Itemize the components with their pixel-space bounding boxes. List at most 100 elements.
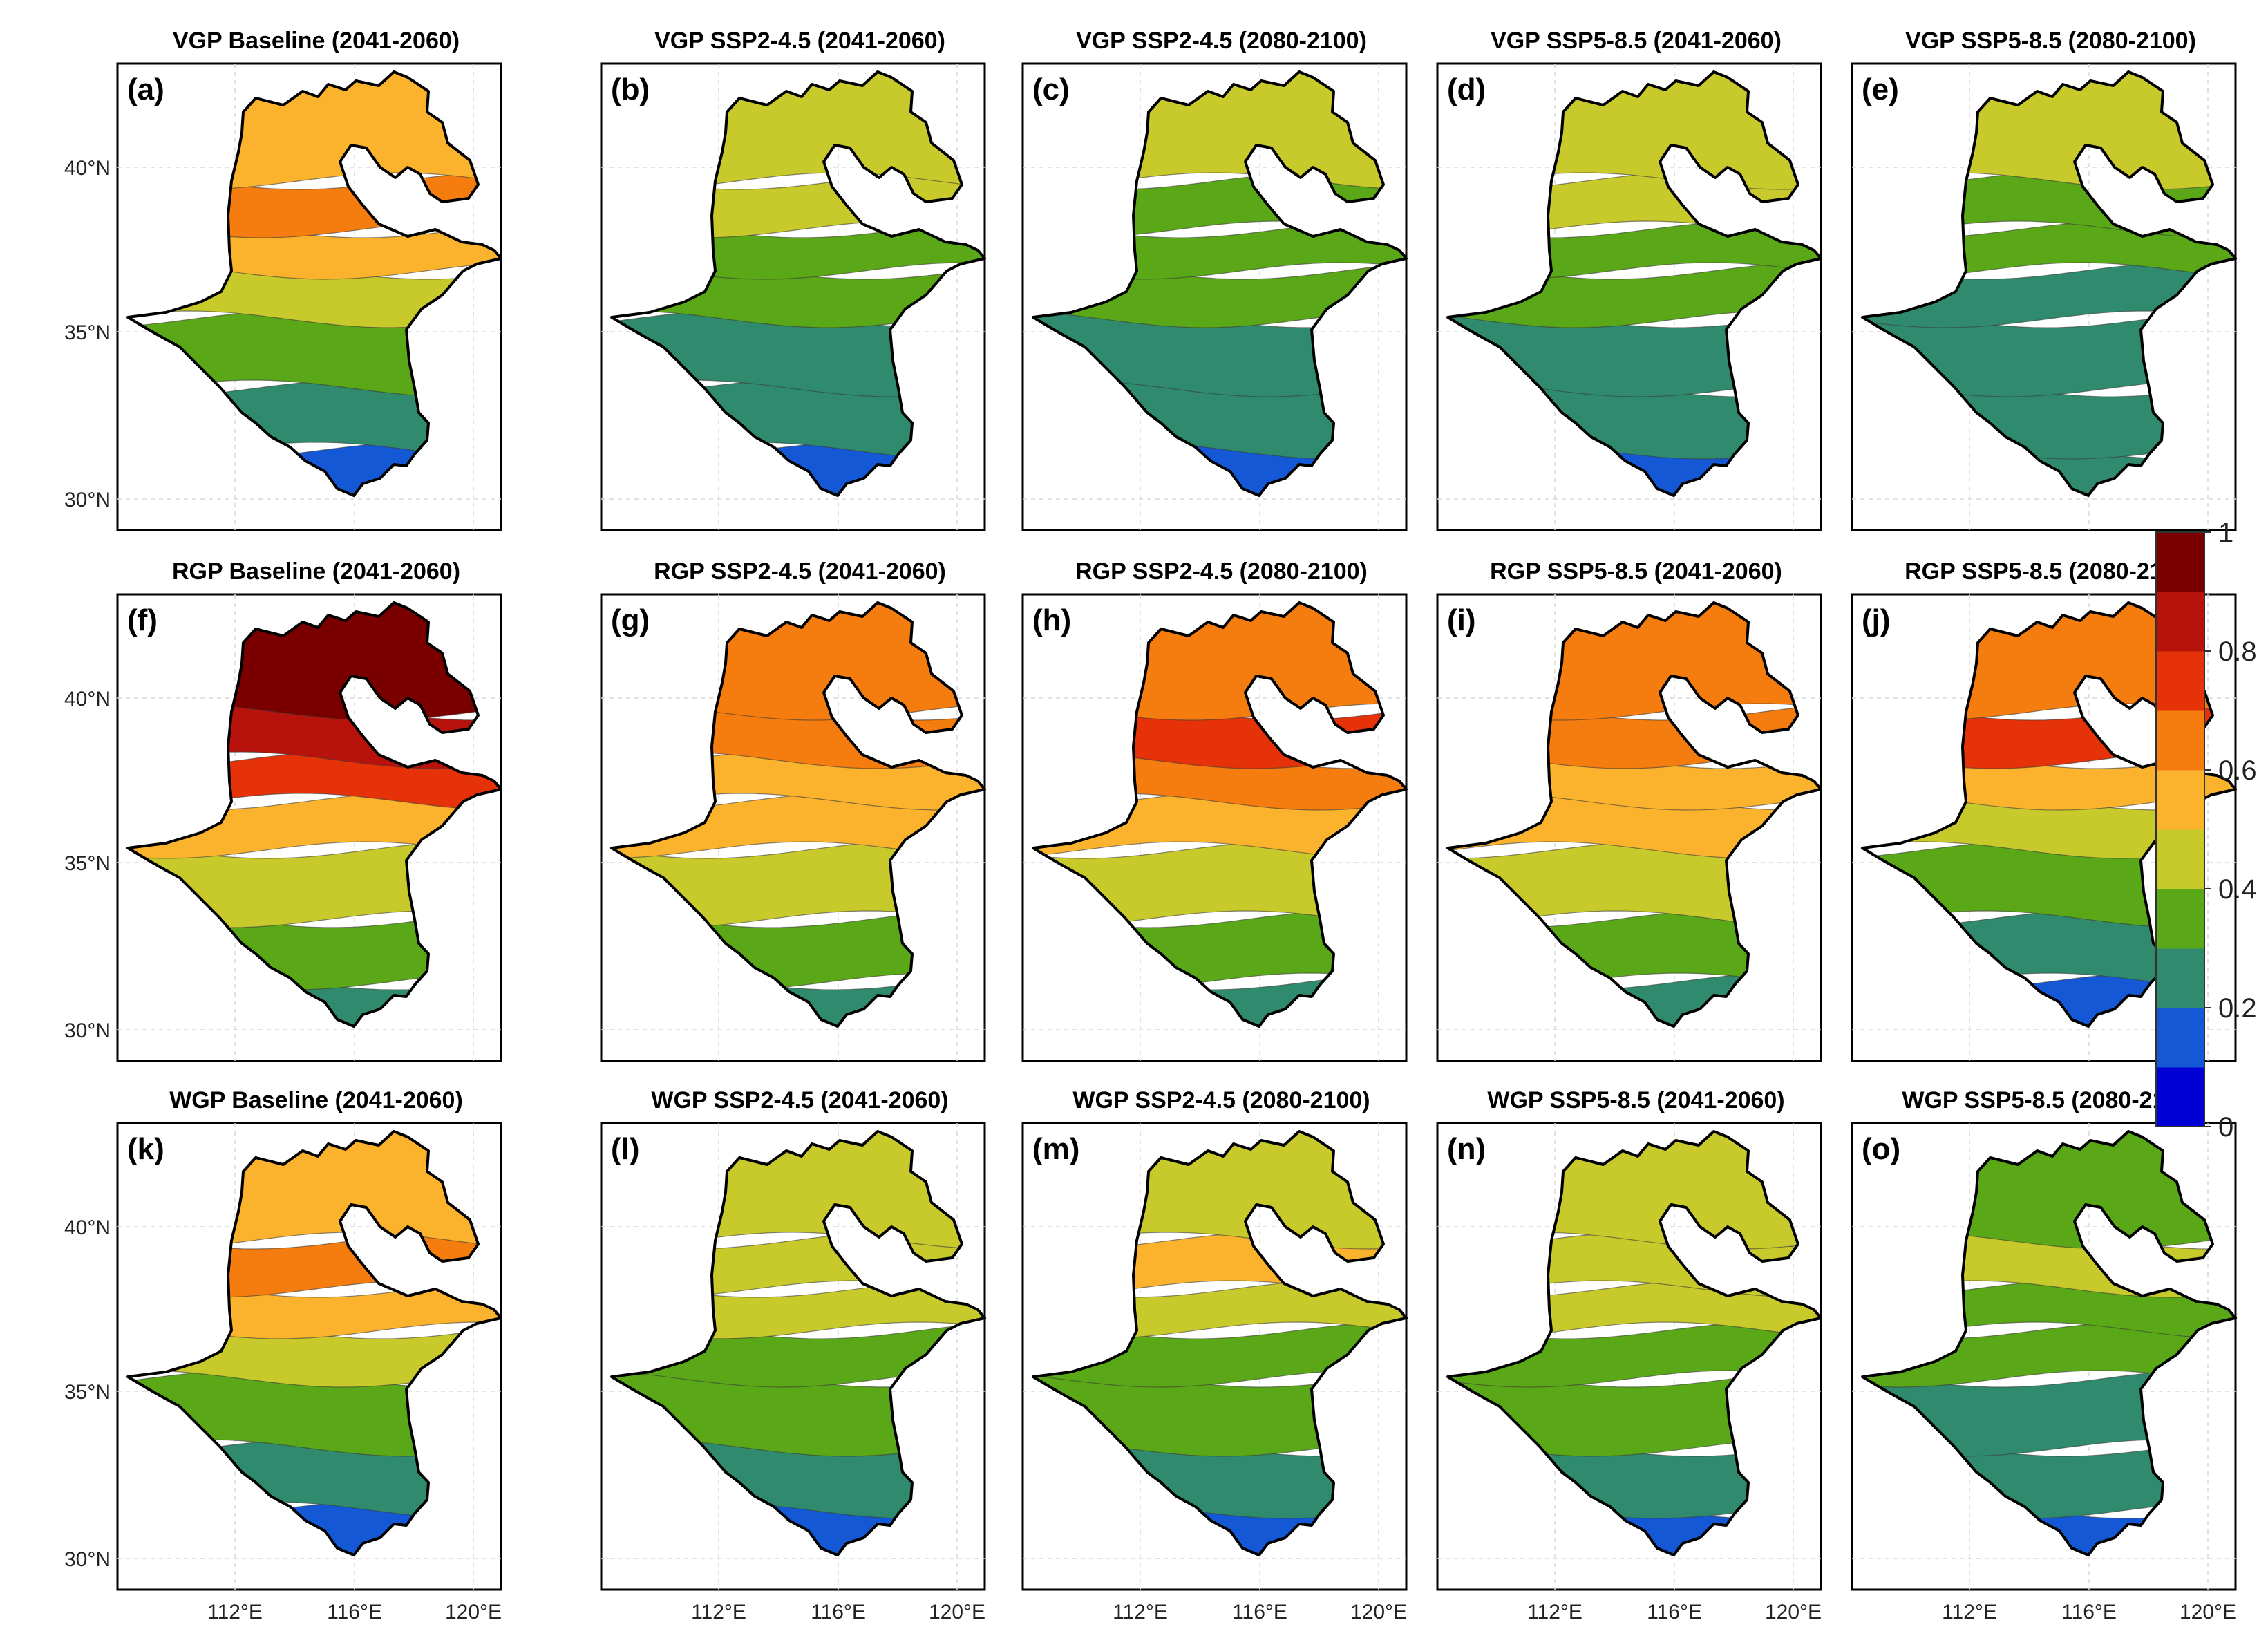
- panel-title: RGP Baseline (2041-2060): [172, 558, 460, 585]
- panel-title: WGP SSP2-4.5 (2041-2060): [651, 1087, 948, 1113]
- lon-tick-label: 112°E: [1113, 1601, 1168, 1623]
- map-panel: VGP SSP2-4.5 (2041-2060)(b): [600, 28, 986, 531]
- panel-label: (j): [1862, 603, 1891, 637]
- colorbar-swatch: [2156, 710, 2204, 771]
- panel-label: (f): [127, 603, 158, 637]
- colorbar-swatch: [2156, 829, 2204, 889]
- panel-label: (e): [1862, 73, 1899, 106]
- region-outline: [610, 70, 986, 497]
- region-outline: [126, 601, 502, 1028]
- lon-tick-label: 120°E: [929, 1601, 985, 1623]
- colorbar-tick-label: 0.6: [2218, 755, 2257, 786]
- colorbar-frame: [2155, 531, 2205, 1127]
- colorbar-swatch: [2156, 1008, 2204, 1068]
- region-outline: [1446, 70, 1822, 497]
- colorbar-tick-label: 0: [2218, 1112, 2233, 1142]
- panel-label: (a): [127, 73, 164, 106]
- panel-label: (c): [1032, 73, 1070, 106]
- panel-label: (g): [611, 603, 650, 637]
- map-panel: RGP SSP2-4.5 (2080-2100)(h): [1021, 558, 1408, 1062]
- panel-label: (n): [1447, 1132, 1486, 1166]
- colorbar-swatch: [2156, 889, 2204, 949]
- map-panel: WGP Baseline (2041-2060)(k) 30°N 35°N 40°N 1…: [64, 1087, 502, 1623]
- panel-title: VGP SSP2-4.5 (2080-2100): [1076, 28, 1367, 54]
- colorbar-tick-label: 0.8: [2218, 637, 2257, 667]
- colorbar-swatch: [2156, 770, 2204, 830]
- map-panel: WGP SSP2-4.5 (2080-2100) (m) 112°E 116°E 120…: [1021, 1087, 1408, 1623]
- region-outline: [1861, 1130, 2237, 1556]
- map-panel: WGP SSP5-8.5 (2080-2100)(o) 112°E 116°E 120…: [1851, 1087, 2237, 1623]
- lat-tick-label: 35°N: [64, 852, 111, 875]
- lat-tick-label: 40°N: [64, 1216, 111, 1239]
- map-panel: VGP SSP2-4.5 (2080-2100)(c): [1021, 28, 1408, 531]
- panel-label: (i): [1447, 603, 1476, 637]
- colorbar-swatch: [2156, 1067, 2204, 1127]
- panel-title: WGP SSP5-8.5 (2041-2060): [1487, 1087, 1784, 1113]
- map-panel: VGP SSP5-8.5 (2041-2060)(d): [1436, 28, 1822, 531]
- colorbar-tick-label: 1: [2218, 518, 2233, 548]
- panel-label: (o): [1862, 1132, 1900, 1166]
- region-outline: [1032, 1130, 1408, 1556]
- panel-label: (d): [1447, 73, 1486, 106]
- lon-tick-label: 112°E: [207, 1601, 263, 1623]
- lat-tick-label: 30°N: [64, 1548, 111, 1571]
- region-outline: [1032, 601, 1408, 1028]
- panel-title: WGP SSP2-4.5 (2080-2100): [1072, 1087, 1370, 1113]
- colorbar-tick-label: 0.4: [2218, 874, 2257, 905]
- lon-tick-label: 120°E: [445, 1601, 502, 1623]
- lon-tick-label: 120°E: [1350, 1601, 1407, 1623]
- lon-tick-label: 120°E: [1765, 1601, 1822, 1623]
- lat-tick-label: 40°N: [64, 688, 111, 710]
- panel-label: (b): [611, 73, 650, 106]
- panel-title: WGP Baseline (2041-2060): [169, 1087, 463, 1113]
- colorbar-swatch: [2156, 651, 2204, 711]
- map-panel: VGP SSP5-8.5 (2080-2100)(e): [1851, 28, 2237, 531]
- colorbar-swatch: [2156, 948, 2204, 1008]
- region-outline: [1861, 70, 2237, 497]
- panel-title: VGP SSP5-8.5 (2041-2060): [1491, 28, 1782, 54]
- panel-title: RGP SSP2-4.5 (2080-2100): [1075, 558, 1368, 585]
- panel-title: RGP SSP5-8.5 (2080-2100): [1905, 558, 2197, 585]
- lon-tick-label: 112°E: [1527, 1601, 1582, 1623]
- region-outline: [610, 601, 986, 1028]
- panel-title: VGP SSP5-8.5 (2080-2100): [1905, 28, 2196, 54]
- map-panel: RGP SSP2-4.5 (2041-2060)(g): [600, 558, 986, 1062]
- map-panel: VGP Baseline (2041-2060) (a) 30°N 35°N 40°N: [64, 28, 502, 531]
- lon-tick-label: 116°E: [1647, 1601, 1702, 1623]
- region-outline: [1861, 601, 2237, 1028]
- lon-tick-label: 116°E: [327, 1601, 382, 1623]
- region-outline: [126, 1130, 502, 1556]
- map-panel: RGP SSP5-8.5 (2041-2060) (i): [1436, 558, 1822, 1062]
- lon-tick-label: 112°E: [691, 1601, 746, 1623]
- map-panel: WGP SSP5-8.5 (2041-2060)(n) 112°E 116°E 120…: [1436, 1087, 1822, 1623]
- map-panel: RGP Baseline (2041-2060) (f) 30°N 35°N 40°N: [64, 558, 502, 1062]
- lat-tick-label: 30°N: [64, 489, 111, 511]
- colorbar: 0 0.2 0.4 0.6 0.8 1: [2155, 518, 2257, 1142]
- panel-label: (h): [1032, 603, 1071, 637]
- lat-tick-label: 35°N: [64, 1381, 111, 1404]
- panel-title: VGP SSP2-4.5 (2041-2060): [654, 28, 945, 54]
- panel-title: WGP SSP5-8.5 (2080-2100): [1902, 1087, 2199, 1113]
- panel-title: VGP Baseline (2041-2060): [173, 28, 460, 54]
- panel-title: RGP SSP5-8.5 (2041-2060): [1490, 558, 1782, 585]
- map-panel: WGP SSP2-4.5 (2041-2060) (l) 112°E 116°E 120…: [600, 1087, 986, 1623]
- panel-label: (m): [1032, 1132, 1079, 1166]
- colorbar-swatch: [2156, 592, 2204, 652]
- region-outline: [1032, 70, 1408, 497]
- panel-grid: VGP Baseline (2041-2060)(a)30°N35°N40°NV…: [64, 28, 2237, 1623]
- lat-tick-label: 30°N: [64, 1019, 111, 1042]
- colorbar-swatch: [2156, 532, 2204, 592]
- lon-tick-label: 116°E: [1232, 1601, 1287, 1623]
- region-outline: [1446, 1130, 1822, 1556]
- panel-title: RGP SSP2-4.5 (2041-2060): [654, 558, 946, 585]
- lon-tick-label: 120°E: [2180, 1601, 2236, 1623]
- region-outline: [1446, 601, 1822, 1028]
- lat-tick-label: 40°N: [64, 157, 111, 180]
- panel-label: (k): [127, 1132, 164, 1166]
- lon-tick-label: 116°E: [2061, 1601, 2117, 1623]
- lat-tick-label: 35°N: [64, 321, 111, 344]
- panel-label: (l): [611, 1132, 640, 1166]
- colorbar-tick-label: 0.2: [2218, 993, 2257, 1024]
- lon-tick-label: 116°E: [811, 1601, 866, 1623]
